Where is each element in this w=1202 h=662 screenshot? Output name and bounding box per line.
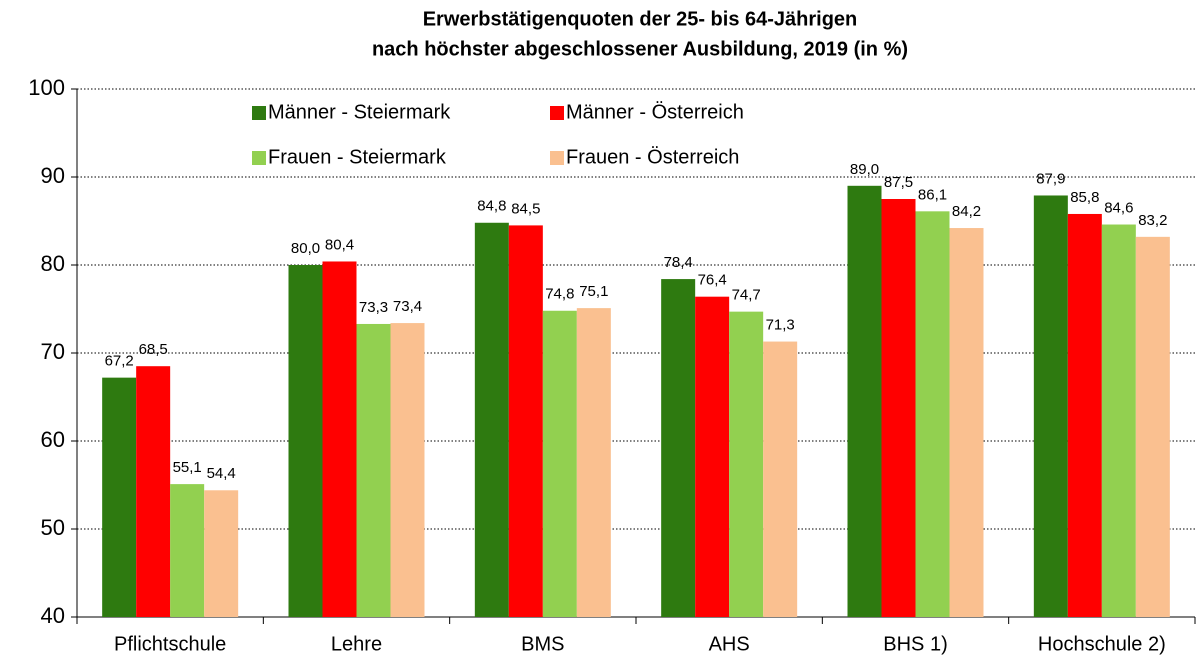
legend-label: Frauen - Österreich xyxy=(566,146,739,168)
value-label: 71,3 xyxy=(766,317,795,334)
value-label: 84,2 xyxy=(952,203,981,220)
value-label: 89,0 xyxy=(850,161,879,178)
value-label: 54,4 xyxy=(207,465,236,482)
bar xyxy=(661,279,696,617)
x-tick-label: BMS xyxy=(521,633,564,655)
bar xyxy=(915,211,950,617)
value-label: 80,4 xyxy=(325,236,354,253)
bar xyxy=(542,310,577,617)
bar xyxy=(1101,224,1136,617)
y-tick-label: 80 xyxy=(41,251,65,276)
bar xyxy=(1067,213,1102,617)
value-label: 87,5 xyxy=(884,174,913,191)
y-tick-label: 100 xyxy=(28,75,65,100)
x-tick-label: AHS xyxy=(709,633,750,655)
bar xyxy=(508,225,543,617)
bar xyxy=(1033,195,1068,618)
chart-title: Erwerbstätigenquoten der 25- bis 64-Jähr… xyxy=(423,8,858,30)
value-label: 84,5 xyxy=(511,200,540,217)
x-tick-label: BHS 1) xyxy=(883,633,947,655)
value-label: 74,7 xyxy=(732,287,761,304)
value-label: 68,5 xyxy=(139,341,168,358)
x-tick-label: Hochschule 2) xyxy=(1038,633,1166,655)
bar xyxy=(763,341,798,617)
bar xyxy=(288,265,323,617)
value-label: 83,2 xyxy=(1138,212,1167,229)
value-label: 67,2 xyxy=(105,353,134,370)
bar xyxy=(170,484,205,617)
bar xyxy=(881,199,916,617)
bar xyxy=(204,490,239,617)
bar xyxy=(847,185,882,618)
bar xyxy=(576,308,611,617)
legend-swatch xyxy=(550,106,564,120)
bar xyxy=(949,228,984,618)
legend-label: Frauen - Steiermark xyxy=(268,146,447,168)
value-label: 84,6 xyxy=(1104,199,1133,216)
value-label: 84,8 xyxy=(477,198,506,215)
value-label: 75,1 xyxy=(579,283,608,300)
value-label: 85,8 xyxy=(1070,189,1099,206)
value-label: 76,4 xyxy=(698,272,727,289)
value-label: 74,8 xyxy=(545,286,574,303)
bar xyxy=(1135,236,1170,617)
x-tick-label: Lehre xyxy=(331,633,382,655)
legend-swatch xyxy=(252,106,266,120)
value-label: 73,4 xyxy=(393,298,422,315)
legend-swatch xyxy=(252,151,266,165)
value-label: 73,3 xyxy=(359,299,388,316)
value-label: 86,1 xyxy=(918,186,947,203)
y-tick-label: 70 xyxy=(41,339,65,364)
bar xyxy=(695,296,730,617)
bar xyxy=(474,222,509,617)
y-tick-label: 60 xyxy=(41,427,65,452)
y-tick-label: 90 xyxy=(41,163,65,188)
value-label: 78,4 xyxy=(664,254,693,271)
y-tick-label: 40 xyxy=(41,603,65,628)
bar xyxy=(102,377,137,617)
legend-label: Männer - Steiermark xyxy=(268,101,451,123)
bar xyxy=(322,261,357,617)
value-label: 87,9 xyxy=(1036,170,1065,187)
bar xyxy=(136,366,171,617)
bar xyxy=(356,323,391,617)
legend-swatch xyxy=(550,151,564,165)
value-label: 55,1 xyxy=(173,459,202,476)
bar xyxy=(390,323,425,617)
chart-title: nach höchster abgeschlossener Ausbildung… xyxy=(372,38,908,60)
bar xyxy=(729,311,764,617)
x-tick-label: Pflichtschule xyxy=(114,633,226,655)
legend-label: Männer - Österreich xyxy=(566,101,744,123)
y-tick-label: 50 xyxy=(41,515,65,540)
value-label: 80,0 xyxy=(291,240,320,257)
